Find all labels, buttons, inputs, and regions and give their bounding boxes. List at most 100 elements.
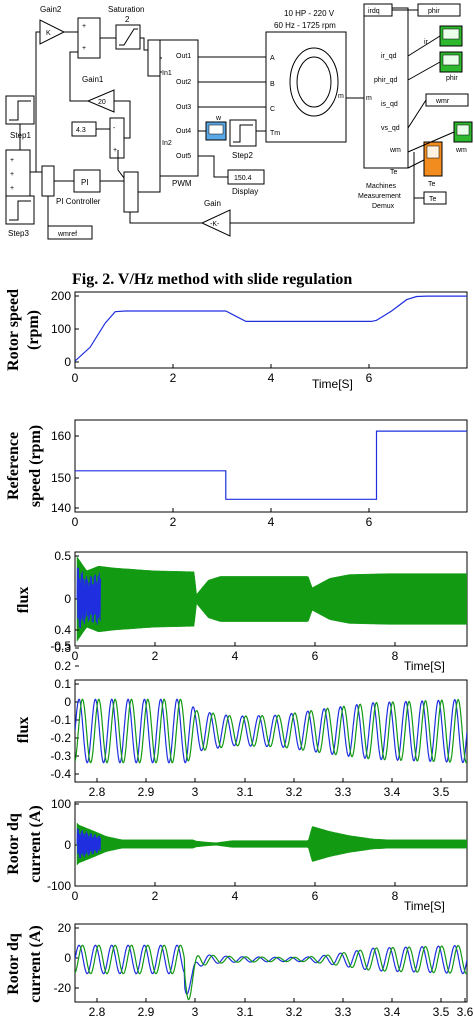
y-tick-label: -0.2 xyxy=(50,731,71,745)
x-tick-label: 3.2 xyxy=(286,785,303,799)
chart-1: 0 2 4 6 0 100 200 Time[S] Rotor speed (rpm) xyxy=(5,289,468,391)
plot-frame xyxy=(74,923,468,1003)
chart-2: 0 2 4 6 140 150 160 Reference speed (rpm) xyxy=(5,419,468,529)
svg-text:wm: wm xyxy=(455,147,467,154)
y-tick-label: 160 xyxy=(51,429,71,443)
display-value: 150.4 xyxy=(234,175,252,182)
scope-w-label: w xyxy=(215,115,222,122)
transient-line xyxy=(76,828,101,859)
x-tick-label: 3.1 xyxy=(237,785,254,799)
y-tick-label: 150 xyxy=(51,471,71,485)
x-tick-label: 3 xyxy=(192,1005,199,1019)
demux-label-1: Machines xyxy=(366,183,396,190)
pwm-block xyxy=(159,39,199,177)
x-tick-label: 3.2 xyxy=(286,1005,303,1019)
x-tick-label: 3 xyxy=(192,785,199,799)
y-axis-label-line1: Rotor dq xyxy=(5,933,22,995)
x-tick-label: 3.5 xyxy=(433,1005,450,1019)
y-axis-label-line2: speed (rpm) xyxy=(27,425,44,507)
y-tick-label: 140 xyxy=(51,501,71,515)
pi-controller-label: PI Controller xyxy=(56,197,101,206)
step3-label: Step3 xyxy=(8,229,29,238)
demux-wm: wm xyxy=(389,147,401,154)
y-tick-label: 0 xyxy=(64,838,71,852)
series-line xyxy=(75,430,467,500)
series-line-d xyxy=(75,944,467,1001)
x-tick-label: 3.5 xyxy=(433,785,450,799)
y-tick-label: -0.1 xyxy=(50,713,71,727)
x-tick-label: 2.9 xyxy=(138,1005,155,1019)
plot-data xyxy=(76,555,467,643)
x-axis-label: Time[S] xyxy=(312,377,353,391)
x-tick-label: 0 xyxy=(72,889,79,903)
svg-text:-: - xyxy=(113,125,116,132)
oscillation-band xyxy=(76,822,467,866)
pwm-out4: Out4 xyxy=(176,128,191,135)
svg-text:phir: phir xyxy=(428,8,440,15)
demux-ir: ir_qd xyxy=(381,53,397,60)
x-tick-label: 3.4 xyxy=(384,785,401,799)
series-line-d xyxy=(75,698,467,764)
y-axis-label-line1: Reference xyxy=(5,432,22,500)
x-tick-label: 8 xyxy=(392,649,399,663)
svg-text:+: + xyxy=(82,23,86,30)
chart-4: 2.8 2.9 3 3.1 3.2 3.3 3.4 3.5-0.4-0.3-0.2-0.100… xyxy=(15,623,468,799)
svg-text:irdq: irdq xyxy=(368,8,380,15)
motor-port-m: m xyxy=(338,93,344,100)
transient-line xyxy=(76,567,101,629)
gain-label: Gain xyxy=(204,199,221,208)
gain-symbol: -K- xyxy=(210,221,220,228)
y-tick-label: 0 xyxy=(64,592,71,606)
x-tick-label: 2.9 xyxy=(138,785,155,799)
gain2-label: Gain2 xyxy=(40,5,62,14)
x-tick-label: 2 xyxy=(170,371,177,385)
series-line-q xyxy=(75,698,467,764)
x-tick-label: 2 xyxy=(170,515,177,529)
y-axis-label-line2: current (A) xyxy=(27,805,44,882)
y-tick-label: 0.1 xyxy=(54,677,71,691)
y-tick-label: 0.2 xyxy=(54,659,71,673)
gain1-label: Gain1 xyxy=(82,75,104,84)
sum-block-5 xyxy=(123,171,139,213)
x-tick-label: 3.3 xyxy=(335,785,352,799)
y-tick-label: -0.4 xyxy=(50,767,71,781)
svg-text:phir: phir xyxy=(446,75,458,82)
y-axis-label-line2: (rpm) xyxy=(25,310,42,350)
sum-block-4 xyxy=(41,165,55,197)
plot-data xyxy=(75,944,467,1001)
x-tick-label: 0 xyxy=(72,371,79,385)
y-axis-label-line1: flux xyxy=(15,587,32,614)
x-tick-label: 3.6 xyxy=(457,1005,474,1019)
simulink-diagram: K Gain2 + + Saturation 2 Gain1 20 4.3 - … xyxy=(5,3,473,240)
y-axis-label-line2: current (A) xyxy=(27,925,44,1002)
x-tick-label: 3.3 xyxy=(335,1005,352,1019)
wmref-block xyxy=(47,225,93,240)
y-tick-label: 20 xyxy=(58,921,72,935)
x-tick-label: 4 xyxy=(232,649,239,663)
plot-frame xyxy=(74,419,468,513)
svg-text:wmr: wmr xyxy=(435,98,450,105)
demux-in-m: m xyxy=(366,95,372,102)
saturation-value: 2 xyxy=(125,15,130,24)
plot-data xyxy=(75,430,467,500)
step1-label: Step1 xyxy=(10,131,31,140)
chart-6: 2.8 2.9 3 3.1 3.2 3.3 3.4 3.5 3.6 -20 0 20 Rotor dq c… xyxy=(5,921,474,1019)
series-line-q xyxy=(75,944,467,996)
gain2-block xyxy=(39,19,66,45)
saturation-label: Saturation xyxy=(108,5,144,14)
plot-data xyxy=(76,822,467,866)
sum-block-left xyxy=(5,149,31,197)
x-axis-label: Time[S] xyxy=(404,659,445,673)
x-tick-label: 6 xyxy=(366,371,373,385)
svg-text:+: + xyxy=(10,171,14,178)
svg-text:+: + xyxy=(10,157,14,164)
y-axis-label-line1: flux xyxy=(15,717,32,744)
demux-is: is_qd xyxy=(381,101,398,108)
x-tick-label: 0 xyxy=(72,515,79,529)
pwm-out2: Out2 xyxy=(176,79,191,86)
figure-caption: Fig. 2. V/Hz method with slide regulatio… xyxy=(72,271,352,288)
svg-text:ir: ir xyxy=(424,39,429,46)
